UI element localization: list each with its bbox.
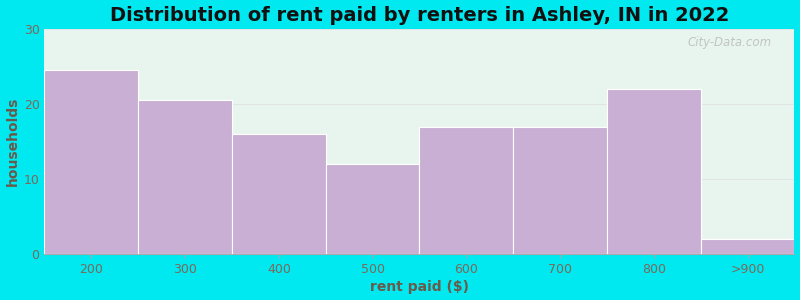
Bar (326, 164, 419, 254)
Bar (419, 127, 513, 254)
Title: Distribution of rent paid by renters in Ashley, IN in 2022: Distribution of rent paid by renters in … (110, 6, 729, 25)
X-axis label: rent paid ($): rent paid ($) (370, 280, 469, 294)
Bar (45, 70, 138, 254)
Bar (607, 89, 701, 254)
Bar (701, 239, 794, 254)
Bar (232, 134, 326, 254)
Y-axis label: households: households (6, 97, 19, 186)
Bar (138, 100, 232, 254)
Text: City-Data.com: City-Data.com (688, 36, 772, 49)
Bar (513, 127, 607, 254)
